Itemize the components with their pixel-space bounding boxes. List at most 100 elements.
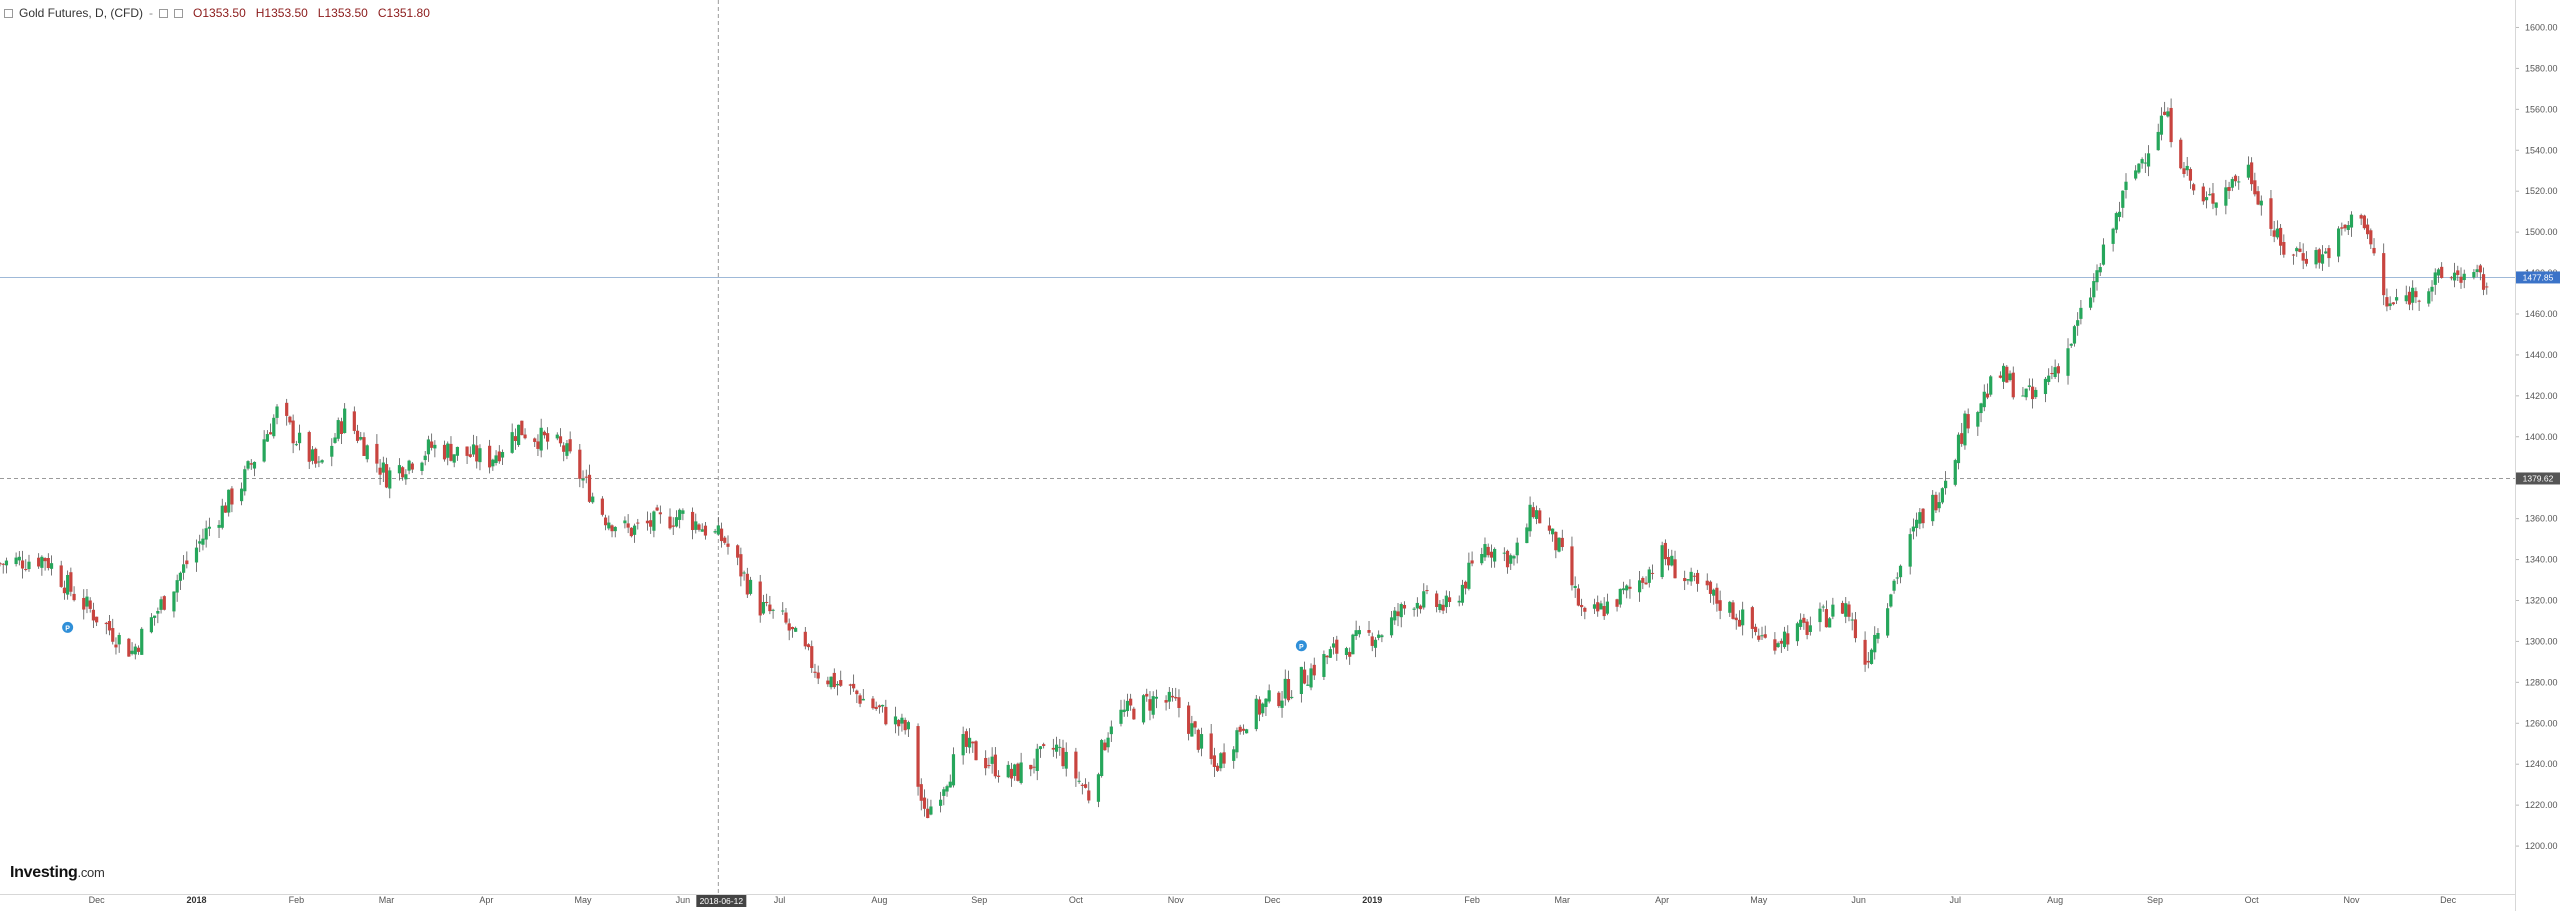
candle-up xyxy=(938,799,943,806)
candle-up xyxy=(294,444,298,446)
x-tick-label: Apr xyxy=(1655,895,1669,905)
candle-down xyxy=(758,581,762,616)
candle-up xyxy=(1953,460,1957,485)
candle-down xyxy=(2481,274,2486,290)
candle-down xyxy=(987,765,991,767)
candle-down xyxy=(546,433,550,442)
candle-up xyxy=(1937,502,1941,509)
candle-down xyxy=(378,467,382,475)
candle-down xyxy=(249,463,253,465)
candle-up xyxy=(1283,678,1287,699)
candle-up xyxy=(1911,526,1916,532)
candle-down xyxy=(1731,602,1735,619)
candle-down xyxy=(1029,764,1033,770)
candle-up xyxy=(929,806,933,815)
candle-up xyxy=(182,564,186,573)
candle-down xyxy=(1985,393,1990,398)
candle-up xyxy=(1931,494,1935,522)
ohlc-close: C1351.80 xyxy=(377,6,430,20)
candle-up xyxy=(2404,295,2408,302)
candle-up xyxy=(397,465,402,474)
candle-up xyxy=(1235,730,1239,753)
candle-up xyxy=(700,529,704,532)
candle-up xyxy=(674,517,679,527)
candle-down xyxy=(2304,258,2308,264)
candle-up xyxy=(1515,542,1519,556)
candle-up xyxy=(607,522,611,529)
settings-icon[interactable] xyxy=(159,8,169,18)
candle-up xyxy=(948,781,952,788)
candle-up xyxy=(1299,666,1303,694)
candle-up xyxy=(1621,588,1626,591)
candle-up xyxy=(159,599,163,610)
candle-up xyxy=(1712,589,1716,596)
collapse-toggle-icon[interactable] xyxy=(4,8,13,18)
candle-up xyxy=(2076,320,2080,326)
candle-down xyxy=(871,698,875,709)
candle-up xyxy=(1351,634,1355,655)
candle-up xyxy=(194,547,199,563)
candle-down xyxy=(352,411,356,431)
candle-up xyxy=(1077,780,1081,782)
candle-up xyxy=(478,448,482,463)
candle-up xyxy=(1799,619,1803,627)
candle-up xyxy=(1525,527,1529,544)
candle-up xyxy=(2320,254,2325,264)
candle-down xyxy=(1692,575,1696,577)
candle-down xyxy=(2317,249,2321,263)
candle-down xyxy=(649,520,653,527)
candle-down xyxy=(2478,265,2482,273)
candle-down xyxy=(726,543,730,547)
candle-down xyxy=(2227,187,2231,191)
candle-up xyxy=(1760,635,1764,637)
candle-down xyxy=(1042,744,1046,746)
candle-up xyxy=(1467,562,1471,589)
candle-up xyxy=(1264,698,1268,707)
candle-down xyxy=(629,527,633,537)
y-tick-label: 1280.00 xyxy=(2525,677,2558,687)
candle-up xyxy=(517,424,521,446)
candle-down xyxy=(2440,266,2444,278)
candle-up xyxy=(2146,153,2151,167)
candle-down xyxy=(1425,590,1429,592)
candle-up xyxy=(1886,608,1890,636)
candle-up xyxy=(1377,634,1381,638)
candle-up xyxy=(17,556,21,561)
investing-logo[interactable]: Investing.com xyxy=(10,864,105,882)
candle-up xyxy=(2092,281,2096,298)
candle-down xyxy=(852,683,856,689)
candle-up xyxy=(423,455,427,461)
candle-down xyxy=(964,731,968,747)
candle-down xyxy=(1164,700,1168,703)
ohlc-open: O1353.50 xyxy=(193,6,246,20)
candle-down xyxy=(858,695,862,704)
close-icon[interactable] xyxy=(174,8,184,18)
candle-up xyxy=(581,478,585,481)
candle-up xyxy=(2053,367,2057,377)
candle-down xyxy=(542,431,546,436)
candle-down xyxy=(2272,230,2276,237)
candle-down xyxy=(59,565,63,587)
candle-up xyxy=(1389,617,1394,636)
candle-up xyxy=(1399,604,1403,618)
candle-up xyxy=(1096,774,1101,802)
candle-down xyxy=(2449,277,2453,279)
candle-up xyxy=(1502,552,1506,554)
candle-up xyxy=(4,560,9,566)
event-marker-label: P xyxy=(1299,644,1304,651)
candle-up xyxy=(365,445,369,460)
candle-up xyxy=(471,444,476,455)
candle-down xyxy=(1663,542,1667,560)
candle-down xyxy=(2340,227,2344,229)
candle-down xyxy=(2485,286,2489,288)
candle-down xyxy=(536,441,540,449)
candle-up xyxy=(1035,748,1039,771)
y-tick-label: 1540.00 xyxy=(2525,145,2558,155)
candle-up xyxy=(1125,700,1130,712)
candle-down xyxy=(996,775,1001,777)
candle-up xyxy=(2237,181,2241,183)
candle-down xyxy=(2011,372,2015,398)
candle-up xyxy=(420,462,424,471)
